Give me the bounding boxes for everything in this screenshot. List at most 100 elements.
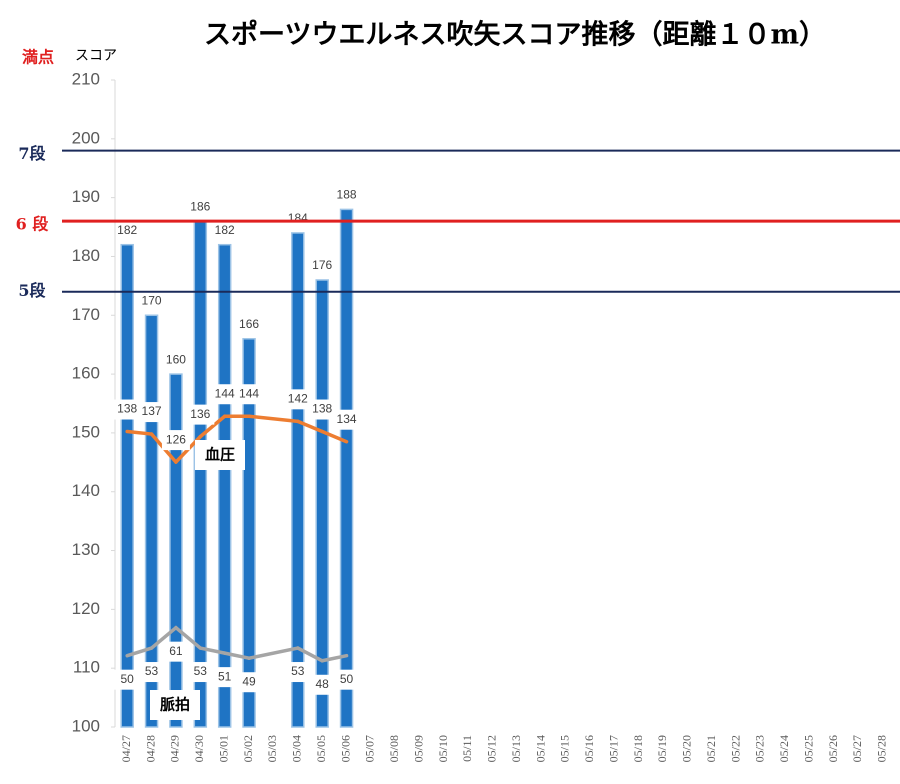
- data-label-box: [235, 672, 264, 693]
- bar-value-label: 182: [215, 223, 235, 237]
- line-segment: [149, 625, 178, 650]
- x-tick-label: 05/14: [533, 735, 547, 762]
- x-tick-label: 04/28: [143, 735, 157, 762]
- reference-label: 7段: [18, 144, 46, 163]
- bar-value-label: 182: [117, 223, 137, 237]
- max-label: 満点: [22, 48, 54, 67]
- x-tick-label: 05/03: [265, 735, 279, 762]
- line-segment: [198, 646, 227, 655]
- x-tick-label: 05/10: [436, 735, 450, 762]
- line-value-label: 126: [166, 432, 186, 446]
- x-tick-label: 04/27: [119, 735, 133, 762]
- callout-box: [150, 690, 200, 720]
- y-tick-label: 100: [72, 716, 100, 735]
- bar: [242, 338, 256, 728]
- data-label-box: [210, 667, 239, 688]
- line-value-label: 53: [194, 664, 208, 678]
- y-tick-label: 130: [72, 540, 100, 559]
- line-value-label: 136: [190, 407, 210, 421]
- line-segment: [320, 653, 349, 663]
- line-value-label: 53: [145, 664, 159, 678]
- x-tick-label: 05/07: [363, 735, 377, 762]
- x-tick-label: 05/06: [338, 735, 352, 762]
- line-segment: [247, 646, 300, 660]
- data-label-box: [137, 662, 166, 683]
- y-tick-label: 190: [72, 187, 100, 206]
- x-tick-label: 05/21: [704, 735, 718, 762]
- line-value-label: 134: [337, 412, 357, 426]
- y-axis-title: スコア: [75, 48, 117, 64]
- reference-label: 5段: [18, 281, 46, 300]
- data-label-box: [332, 669, 361, 690]
- data-label-box: [308, 399, 337, 420]
- data-label-box: [283, 662, 312, 683]
- data-label-box: [210, 384, 239, 405]
- callout-box: [195, 440, 245, 470]
- line-value-label: 51: [218, 669, 232, 683]
- line-value-label: 53: [291, 664, 305, 678]
- x-tick-label: 05/24: [777, 735, 791, 762]
- x-tick-label: 05/28: [875, 735, 889, 762]
- bar-value-label: 160: [166, 352, 186, 366]
- series-callout: 血圧: [205, 446, 235, 464]
- x-tick-label: 05/20: [680, 735, 694, 762]
- data-label-box: [161, 430, 190, 451]
- data-label-box: [235, 384, 264, 405]
- x-tick-label: 05/04: [290, 735, 304, 762]
- line-segment: [222, 651, 251, 660]
- bar: [291, 232, 305, 728]
- x-tick-label: 05/08: [387, 735, 401, 762]
- line-segment: [320, 429, 349, 444]
- x-tick-label: 05/02: [241, 735, 255, 762]
- y-tick-label: 120: [72, 599, 100, 618]
- bar-value-label: 166: [239, 317, 259, 331]
- line-segment: [296, 646, 324, 663]
- x-tick-label: 05/17: [606, 735, 620, 762]
- bar: [169, 373, 183, 728]
- data-label-box: [186, 662, 215, 683]
- line-segment: [247, 414, 300, 424]
- line-value-label: 48: [316, 677, 330, 691]
- x-tick-label: 04/29: [168, 735, 182, 762]
- bar: [193, 220, 208, 728]
- line-segment: [125, 429, 154, 436]
- data-label-box: [137, 402, 166, 423]
- x-tick-label: 05/12: [485, 735, 499, 762]
- bar: [339, 208, 354, 728]
- line-value-label: 50: [340, 672, 354, 686]
- line-segment: [198, 414, 227, 439]
- x-tick-label: 05/05: [314, 735, 328, 762]
- data-label-box: [283, 389, 312, 410]
- line-value-label: 49: [242, 674, 256, 688]
- line-value-label: 138: [312, 402, 332, 416]
- bar-value-label: 176: [312, 258, 332, 272]
- line-value-label: 144: [239, 386, 259, 400]
- data-label-box: [308, 674, 337, 695]
- line-value-label: 144: [215, 386, 235, 400]
- y-tick-label: 150: [72, 422, 100, 441]
- line-value-label: 137: [142, 404, 162, 418]
- x-tick-label: 05/09: [411, 735, 425, 762]
- x-tick-label: 05/18: [631, 735, 645, 762]
- y-tick-label: 200: [72, 128, 100, 147]
- data-label-box: [332, 409, 361, 430]
- y-tick-label: 140: [72, 481, 100, 500]
- bar-value-label: 170: [142, 293, 162, 307]
- line-value-label: 61: [169, 644, 183, 658]
- x-tick-label: 05/23: [753, 735, 767, 762]
- bar: [315, 279, 329, 728]
- y-tick-label: 210: [72, 69, 100, 88]
- y-tick-label: 180: [72, 246, 100, 265]
- data-label-box: [161, 641, 190, 662]
- x-tick-label: 05/19: [655, 735, 669, 762]
- x-tick-label: 05/15: [558, 735, 572, 762]
- bar-value-label: 188: [337, 188, 357, 202]
- bar: [120, 243, 134, 728]
- data-label-box: [186, 404, 215, 425]
- bar: [217, 243, 232, 728]
- y-tick-label: 110: [73, 658, 100, 677]
- data-label-box: [113, 669, 142, 690]
- x-tick-label: 04/30: [192, 735, 206, 762]
- x-tick-label: 05/26: [826, 735, 840, 762]
